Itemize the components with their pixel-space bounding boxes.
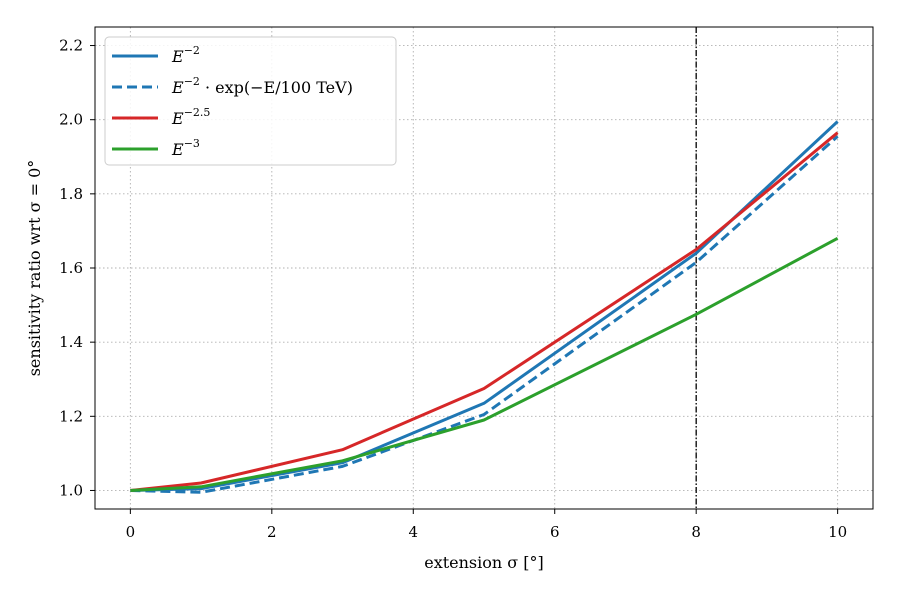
legend-exponent: −2 <box>184 75 200 88</box>
x-tick-label: 10 <box>828 523 847 541</box>
legend-entry-3: E−3 <box>171 137 200 159</box>
x-tick-label: 8 <box>691 523 701 541</box>
y-tick-label: 1.8 <box>59 185 83 203</box>
x-tick-label: 2 <box>267 523 277 541</box>
legend-entry-2: E−2.5 <box>171 106 210 128</box>
legend: E−2E−2 · exp(−E/100 TeV)E−2.5E−3 <box>104 36 397 166</box>
legend-exponent: −2.5 <box>184 106 211 119</box>
series-line-1 <box>130 135 839 494</box>
grid <box>95 27 873 509</box>
legend-entry-1: E−2 · exp(−E/100 TeV) <box>171 75 353 97</box>
series-line-0 <box>130 120 839 492</box>
y-tick-label: 2.0 <box>59 111 83 129</box>
ticks: 0 2 4 6 8 10 1.0 1.2 1.4 1.6 1.8 2.0 2.2 <box>59 37 847 541</box>
legend-entry-0: E−2 <box>171 44 200 66</box>
legend-base: E <box>171 140 184 159</box>
legend-base: E <box>171 47 184 66</box>
y-tick-label: 1.6 <box>59 259 83 277</box>
y-tick-label: 1.0 <box>59 481 83 499</box>
series-line-3 <box>130 236 839 492</box>
legend-base: E <box>171 109 184 128</box>
legend-exponent: −3 <box>184 137 200 150</box>
y-tick-label: 1.2 <box>59 407 83 425</box>
legend-exponent: −2 <box>184 44 200 57</box>
x-tick-label: 4 <box>408 523 418 541</box>
x-tick-label: 0 <box>126 523 136 541</box>
x-axis-label: extension σ [°] <box>424 553 544 572</box>
y-axis-label: sensitivity ratio wrt σ = 0° <box>25 160 44 377</box>
x-tick-label: 6 <box>550 523 560 541</box>
y-tick-label: 2.2 <box>59 37 83 55</box>
legend-base: E <box>171 78 184 97</box>
legend-rest: · exp(−E/100 TeV) <box>200 78 353 97</box>
y-tick-label: 1.4 <box>59 333 83 351</box>
series-layer <box>130 120 839 494</box>
legend-box <box>104 36 397 166</box>
series-line-2 <box>130 131 839 492</box>
